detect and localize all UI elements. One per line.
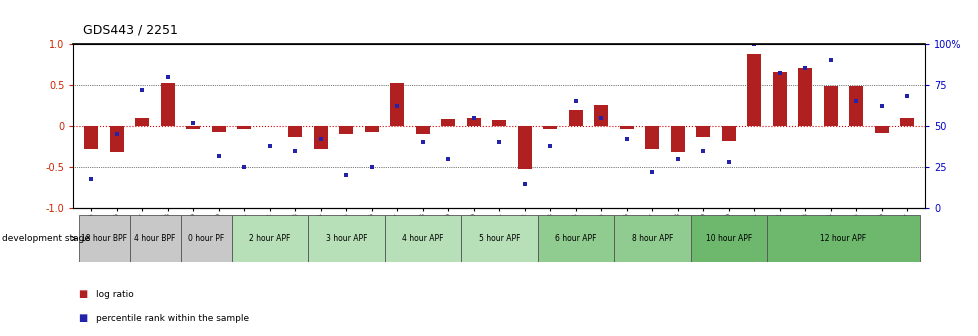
- Point: [593, 115, 608, 121]
- Bar: [231, 215, 308, 262]
- Point: [210, 153, 226, 158]
- Text: 0 hour PF: 0 hour PF: [188, 234, 224, 243]
- Bar: [797, 69, 812, 126]
- Bar: [543, 126, 556, 129]
- Text: development stage: development stage: [2, 234, 90, 243]
- Bar: [613, 215, 689, 262]
- Point: [262, 143, 278, 149]
- Bar: [186, 126, 200, 129]
- Point: [83, 176, 99, 181]
- Bar: [767, 215, 919, 262]
- Bar: [619, 126, 633, 129]
- Point: [899, 94, 914, 99]
- Text: 10 hour APF: 10 hour APF: [705, 234, 751, 243]
- Bar: [135, 118, 149, 126]
- Text: 6 hour APF: 6 hour APF: [555, 234, 596, 243]
- Bar: [695, 126, 710, 137]
- Point: [440, 156, 456, 162]
- Point: [772, 71, 787, 76]
- Bar: [211, 126, 226, 132]
- Point: [134, 87, 150, 92]
- Point: [618, 136, 634, 142]
- Text: log ratio: log ratio: [96, 290, 134, 299]
- Bar: [384, 215, 461, 262]
- Bar: [689, 215, 767, 262]
- Point: [159, 74, 175, 79]
- Point: [745, 41, 761, 46]
- Point: [237, 165, 252, 170]
- Point: [822, 57, 838, 63]
- Bar: [645, 126, 658, 149]
- Point: [288, 148, 303, 154]
- Point: [389, 103, 405, 109]
- Bar: [746, 53, 761, 126]
- Point: [338, 173, 354, 178]
- Bar: [160, 83, 175, 126]
- Text: 8 hour APF: 8 hour APF: [631, 234, 672, 243]
- Point: [644, 169, 659, 175]
- Point: [873, 103, 889, 109]
- Point: [109, 132, 124, 137]
- Bar: [365, 126, 378, 132]
- Point: [797, 66, 813, 71]
- Bar: [900, 118, 913, 126]
- Bar: [874, 126, 888, 133]
- Point: [669, 156, 685, 162]
- Bar: [314, 126, 328, 149]
- Bar: [594, 104, 607, 126]
- Bar: [568, 110, 582, 126]
- Text: 4 hour APF: 4 hour APF: [402, 234, 443, 243]
- Point: [848, 99, 864, 104]
- Point: [720, 160, 735, 165]
- Bar: [308, 215, 384, 262]
- Bar: [84, 126, 98, 149]
- Bar: [670, 126, 684, 152]
- Point: [542, 143, 557, 149]
- Bar: [416, 126, 429, 134]
- Bar: [441, 119, 455, 126]
- Point: [516, 181, 532, 186]
- Bar: [390, 83, 404, 126]
- Point: [567, 99, 583, 104]
- Point: [185, 120, 200, 125]
- Text: 4 hour BPF: 4 hour BPF: [134, 234, 175, 243]
- Bar: [110, 126, 123, 152]
- Bar: [129, 215, 180, 262]
- Text: 2 hour APF: 2 hour APF: [248, 234, 290, 243]
- Point: [313, 136, 329, 142]
- Point: [694, 148, 710, 154]
- Text: ■: ■: [78, 312, 87, 323]
- Text: 5 hour APF: 5 hour APF: [478, 234, 519, 243]
- Bar: [467, 118, 480, 126]
- Text: 18 hour BPF: 18 hour BPF: [81, 234, 127, 243]
- Text: GDS443 / 2251: GDS443 / 2251: [83, 24, 178, 37]
- Text: 3 hour APF: 3 hour APF: [326, 234, 367, 243]
- Bar: [237, 126, 251, 129]
- Point: [415, 140, 430, 145]
- Bar: [721, 126, 735, 141]
- Bar: [288, 126, 302, 137]
- Bar: [517, 126, 531, 169]
- Bar: [849, 86, 863, 126]
- Point: [364, 165, 379, 170]
- Bar: [492, 120, 506, 126]
- Point: [491, 140, 507, 145]
- Text: percentile rank within the sample: percentile rank within the sample: [96, 313, 248, 323]
- Text: ■: ■: [78, 289, 87, 299]
- Bar: [78, 215, 129, 262]
- Bar: [822, 86, 837, 126]
- Bar: [180, 215, 231, 262]
- Point: [466, 115, 481, 121]
- Bar: [772, 73, 786, 126]
- Bar: [537, 215, 613, 262]
- Bar: [461, 215, 537, 262]
- Bar: [339, 126, 353, 134]
- Text: 12 hour APF: 12 hour APF: [820, 234, 866, 243]
